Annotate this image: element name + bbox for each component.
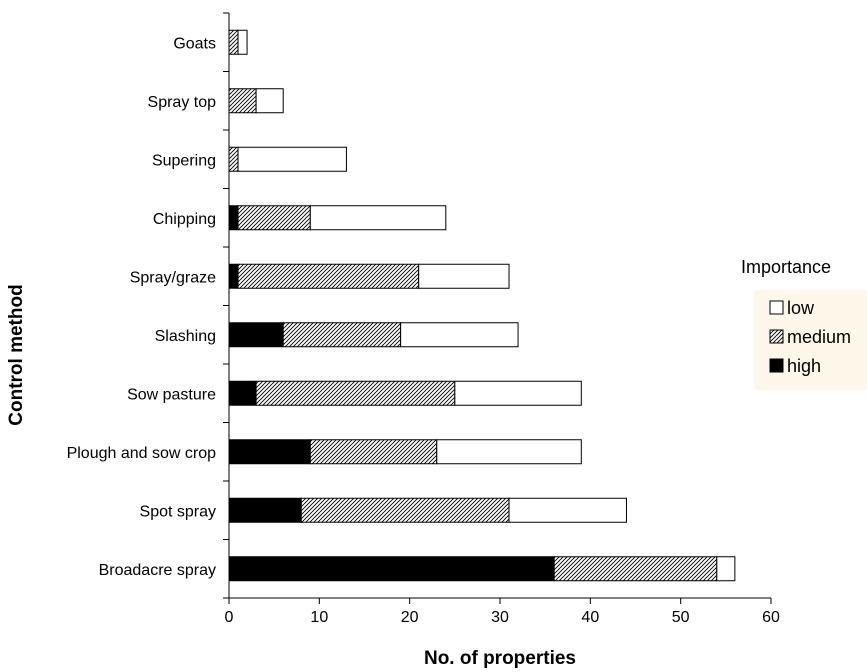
legend-swatch-low xyxy=(769,300,784,315)
bar-segment-high xyxy=(228,322,284,348)
bar-segment-medium xyxy=(255,380,456,406)
x-tick-label: 30 xyxy=(491,609,509,626)
y-category-label: Supering xyxy=(152,152,216,169)
bar-segment-medium xyxy=(228,146,239,172)
bar-segment-medium xyxy=(553,556,718,582)
x-tick-label: 20 xyxy=(401,609,419,626)
bar-segment-high xyxy=(228,556,555,582)
y-category-label: Sow pasture xyxy=(127,386,216,403)
legend-label-medium: medium xyxy=(787,327,851,347)
bar-segment-medium xyxy=(300,497,510,523)
x-axis-title: No. of properties xyxy=(424,648,576,669)
bar-segment-low xyxy=(716,556,736,582)
legend-entries: low medium high xyxy=(769,298,851,376)
legend-label-low: low xyxy=(787,298,815,318)
bar-segment-medium xyxy=(228,88,257,114)
y-axis-title: Control method xyxy=(6,284,27,425)
bar-segment-medium xyxy=(228,29,239,55)
x-tick-label: 40 xyxy=(581,609,599,626)
bar-segment-low xyxy=(436,439,582,465)
x-tick-label: 10 xyxy=(310,609,328,626)
y-category-label: Plough and sow crop xyxy=(67,445,217,462)
x-tick-label: 60 xyxy=(762,609,780,626)
y-category-label: Spray/graze xyxy=(130,269,216,286)
y-category-label: Goats xyxy=(173,35,216,52)
bar-segment-medium xyxy=(309,439,438,465)
bar-segment-low xyxy=(400,322,519,348)
legend-title: Importance xyxy=(741,257,831,277)
bars-group xyxy=(228,29,736,582)
legend-swatch-medium xyxy=(769,329,784,344)
legend-label-high: high xyxy=(787,356,821,376)
y-category-label: Slashing xyxy=(155,328,216,345)
bar-segment-high xyxy=(228,380,257,406)
bar-segment-medium xyxy=(237,205,311,231)
bar-segment-low xyxy=(309,205,447,231)
y-ticks-group: Goats Spray top Supering Chipping Spray/graz… xyxy=(67,12,229,599)
bar-segment-low xyxy=(255,88,284,114)
bar-segment-low xyxy=(418,263,510,289)
bar-segment-low xyxy=(237,146,347,172)
bar-segment-medium xyxy=(282,322,402,348)
y-category-label: Broadacre spray xyxy=(99,562,216,579)
legend: Importance low medium high xyxy=(741,257,867,390)
bar-segment-high xyxy=(228,439,311,465)
y-category-label: Spot spray xyxy=(140,503,216,520)
bar-segment-high xyxy=(228,263,239,289)
x-tick-label: 50 xyxy=(672,609,690,626)
x-ticks-group: 0 10 20 30 40 50 60 xyxy=(225,598,780,626)
bar-segment-low xyxy=(454,380,582,406)
bar-segment-low xyxy=(508,497,627,523)
bar-segment-medium xyxy=(237,263,420,289)
bar-segment-low xyxy=(237,29,248,55)
bar-segment-high xyxy=(228,497,302,523)
bar-segment-high xyxy=(228,205,239,231)
y-category-label: Chipping xyxy=(153,211,216,228)
legend-swatch-high xyxy=(769,358,784,373)
y-category-label: Spray top xyxy=(148,94,217,111)
x-tick-label: 0 xyxy=(225,609,234,626)
